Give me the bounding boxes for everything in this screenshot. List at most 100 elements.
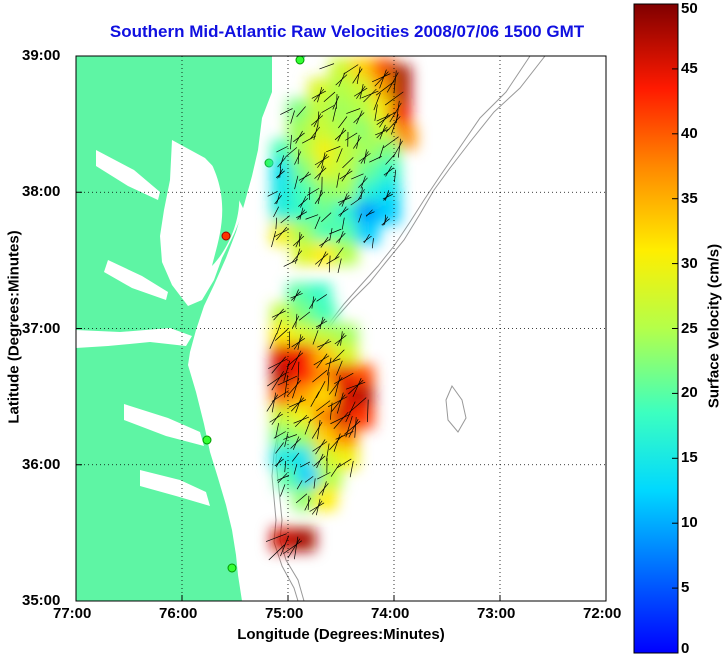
velocity-arrow — [360, 151, 369, 164]
velocity-arrow — [299, 232, 301, 247]
velocity-arrow — [268, 544, 285, 561]
velocity-arrow — [268, 358, 288, 369]
velocity-cell — [334, 323, 358, 347]
velocity-cell — [271, 446, 295, 470]
velocity-cell — [271, 425, 295, 450]
velocity-arrow — [349, 460, 354, 478]
velocity-cell — [271, 405, 295, 429]
velocity-arrow — [285, 147, 298, 158]
velocity-arrow — [300, 171, 310, 183]
velocity-arrow — [275, 456, 283, 467]
velocity-arrow — [295, 395, 303, 414]
velocity-cell — [329, 78, 353, 102]
velocity-arrow — [338, 72, 346, 87]
velocity-arrow — [334, 372, 354, 385]
velocity-arrow — [369, 156, 382, 163]
velocity-arrow — [265, 533, 287, 542]
velocity-cell — [308, 282, 332, 307]
albemarle-sound — [124, 404, 204, 446]
velocity-arrow — [300, 196, 307, 208]
velocity-arrow — [295, 493, 308, 504]
velocity-arrow — [343, 64, 359, 75]
velocity-arrow — [319, 316, 324, 330]
velocity-arrow — [332, 107, 337, 122]
velocity-arrow — [273, 308, 284, 321]
velocity-arrow — [304, 476, 314, 483]
velocity-arrow — [335, 74, 348, 86]
velocity-arrow — [293, 416, 310, 424]
velocity-arrow — [328, 376, 343, 395]
velocity-arrow — [337, 258, 342, 274]
velocity-cell — [313, 385, 337, 409]
velocity-arrow — [344, 420, 361, 435]
velocity-arrow — [313, 355, 330, 366]
velocity-arrow — [346, 108, 361, 114]
velocity-arrow — [292, 436, 300, 450]
colorbar-gradient — [633, 3, 679, 654]
velocity-arrow — [327, 396, 348, 408]
velocity-arrow — [393, 70, 397, 94]
velocity-arrow — [316, 294, 327, 302]
velocity-cell — [276, 466, 300, 490]
velocity-arrow — [329, 402, 333, 420]
velocity-arrow — [271, 231, 277, 248]
velocity-arrow — [306, 187, 320, 196]
velocity-arrow — [280, 484, 286, 497]
velocity-cell — [334, 446, 358, 470]
velocity-arrow — [379, 113, 389, 128]
velocity-cell — [355, 180, 380, 204]
velocity-arrow — [271, 411, 281, 425]
velocity-arrow — [314, 216, 321, 230]
velocity-arrow — [337, 127, 345, 142]
rappahannock-river — [104, 260, 168, 300]
station-marker — [221, 231, 231, 241]
velocity-arrow — [342, 157, 354, 169]
velocity-arrow — [293, 463, 298, 475]
velocity-cell — [292, 323, 316, 347]
velocity-cell — [355, 160, 380, 184]
velocity-arrow — [309, 502, 325, 512]
velocity-arrow — [314, 156, 330, 166]
velocity-arrow — [345, 381, 366, 390]
velocity-arrow — [321, 481, 327, 496]
velocity-arrow — [360, 175, 366, 189]
velocity-arrow — [276, 170, 285, 178]
velocity-arrow — [274, 329, 288, 341]
velocity-arrow — [313, 478, 316, 489]
velocity-arrow — [382, 193, 393, 200]
velocity-arrow — [291, 350, 302, 371]
velocity-arrow — [313, 455, 326, 467]
velocity-arrow — [345, 132, 358, 141]
velocity-arrow — [329, 228, 342, 235]
velocity-arrow — [297, 149, 300, 165]
james-river — [76, 328, 192, 348]
velocity-cell — [297, 466, 321, 490]
velocity-arrow — [314, 167, 327, 179]
x-tick-label: 73:00 — [477, 605, 516, 622]
velocity-arrow — [327, 372, 330, 392]
velocity-arrow — [327, 357, 332, 376]
velocity-cell — [350, 58, 374, 82]
velocity-cell — [292, 344, 316, 368]
velocity-cell — [292, 241, 316, 266]
velocity-arrow — [374, 104, 378, 121]
velocity-cell — [329, 119, 353, 143]
colorbar-tick-label: 35 — [681, 189, 698, 207]
velocity-cell — [286, 98, 311, 123]
velocity-cell — [313, 425, 337, 450]
velocity-arrow — [361, 90, 379, 99]
velocity-arrow — [333, 411, 349, 429]
velocity-arrow — [321, 212, 332, 223]
colorbar-tick-label: 25 — [681, 319, 698, 337]
velocity-arrow — [294, 175, 299, 190]
velocity-arrow — [273, 228, 289, 238]
velocity-arrow — [339, 206, 347, 217]
y-tick-label: 35:00 — [22, 592, 61, 609]
velocity-cell — [350, 364, 374, 388]
velocity-cell — [271, 180, 295, 204]
velocity-arrow — [296, 211, 308, 219]
velocity-arrow — [317, 472, 331, 480]
velocity-arrow — [318, 339, 330, 351]
velocity-arrow — [336, 360, 343, 376]
